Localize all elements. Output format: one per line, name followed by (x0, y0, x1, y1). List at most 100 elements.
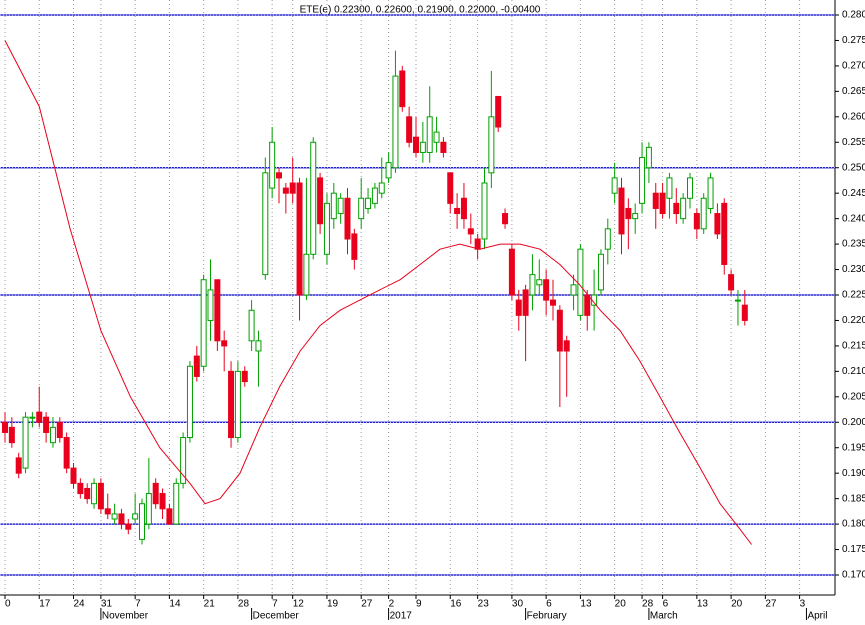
y-tick-label: 0.200 (842, 417, 865, 428)
candle-body (481, 182, 488, 240)
candle-body (652, 192, 659, 209)
candle-body (330, 192, 337, 220)
y-tick-label: 0.180 (842, 519, 865, 530)
y-tick-label: 0.185 (842, 493, 865, 504)
x-tick-label: 6 (546, 599, 552, 610)
candle-body (186, 365, 193, 439)
candle-body (645, 146, 652, 169)
candle-body (550, 299, 556, 306)
x-tick-label: 2 (389, 599, 395, 610)
candle-body (392, 75, 399, 169)
candle-body (502, 213, 509, 225)
y-tick-label: 0.245 (842, 188, 865, 199)
month-label: November (102, 611, 149, 622)
candle-body (447, 172, 454, 204)
candle-body (159, 493, 166, 510)
candle-body (460, 197, 467, 220)
candle-body (139, 503, 145, 540)
y-tick-label: 0.230 (842, 264, 865, 275)
y-tick-label: 0.175 (842, 544, 865, 555)
candle-body (406, 116, 413, 143)
candle-body (70, 467, 77, 484)
month-label: February (527, 611, 567, 622)
y-tick-label: 0.280 (842, 10, 865, 21)
candle-body (221, 340, 228, 347)
y-tick-label: 0.210 (842, 366, 865, 377)
candle-body (659, 192, 666, 215)
candle-body (173, 482, 180, 525)
candle-body (8, 426, 15, 444)
candle-body (104, 508, 111, 515)
candle-body (344, 197, 351, 240)
candle-body (474, 238, 481, 250)
candle-body (378, 182, 385, 194)
candle-body (132, 513, 139, 520)
y-tick-label: 0.275 (842, 35, 865, 46)
candle-body (687, 177, 693, 199)
candle-body (426, 116, 433, 153)
candle-body (282, 187, 289, 194)
month-label: March (650, 611, 678, 622)
x-tick-label: 7 (272, 599, 278, 610)
candle-body (529, 274, 536, 296)
candle-body (399, 70, 406, 108)
x-tick-label: 20 (615, 599, 627, 610)
candle-body (508, 248, 515, 296)
candle-body (317, 177, 324, 225)
x-tick-label: 30 (512, 599, 524, 610)
candle-body (536, 279, 543, 286)
candle-body (152, 482, 159, 505)
chart-title: ETE(e) 0.22300, 0.22600, 0.21900, 0.2200… (300, 5, 541, 16)
candle-body (721, 202, 728, 265)
x-tick-label: 20 (731, 599, 743, 610)
candle-body (228, 370, 235, 439)
candle-body (673, 202, 680, 215)
x-tick-label: 7 (135, 599, 141, 610)
candle-body (43, 416, 50, 433)
moving-average (4, 40, 752, 545)
candle-body (440, 141, 447, 153)
candle-body (310, 141, 317, 255)
candle-body (577, 248, 584, 316)
candle-body (495, 95, 502, 128)
y-tick-label: 0.265 (842, 86, 865, 97)
candle-body (22, 416, 29, 469)
x-tick-label: 24 (74, 599, 86, 610)
y-tick-label: 0.270 (842, 61, 865, 72)
candle-body (728, 274, 735, 291)
candle-body (351, 233, 358, 260)
y-tick-label: 0.195 (842, 442, 865, 453)
candle-body (413, 136, 419, 153)
y-tick-label: 0.255 (842, 137, 865, 148)
candle-body (666, 177, 673, 199)
candle-body (248, 309, 255, 342)
candle-body (125, 523, 132, 530)
candle-body (365, 197, 372, 209)
x-tick-label: 0 (5, 599, 11, 610)
x-tick-label: 16 (450, 599, 462, 610)
candle-body (241, 370, 248, 383)
candle-body (180, 437, 187, 484)
candle-body (543, 279, 550, 301)
candle-body (2, 421, 8, 433)
candle-body (741, 304, 748, 321)
candle-body (467, 228, 474, 235)
y-tick-label: 0.225 (842, 290, 865, 301)
y-tick-label: 0.235 (842, 239, 865, 250)
candle-body (214, 279, 221, 342)
y-tick-label: 0.205 (842, 391, 865, 402)
x-tick-label: 27 (361, 599, 373, 610)
candle-body (111, 513, 118, 520)
x-tick-label: 28 (238, 599, 250, 610)
candle-body (193, 355, 200, 377)
candle-body (303, 253, 310, 296)
candle-body (604, 228, 611, 250)
candle-body (234, 370, 241, 439)
y-tick-label: 0.260 (842, 111, 865, 122)
candle-body (632, 213, 639, 220)
candle-body (296, 182, 303, 296)
candle-body (56, 421, 63, 439)
x-tick-label: 19 (327, 599, 339, 610)
candle-body (118, 513, 125, 525)
